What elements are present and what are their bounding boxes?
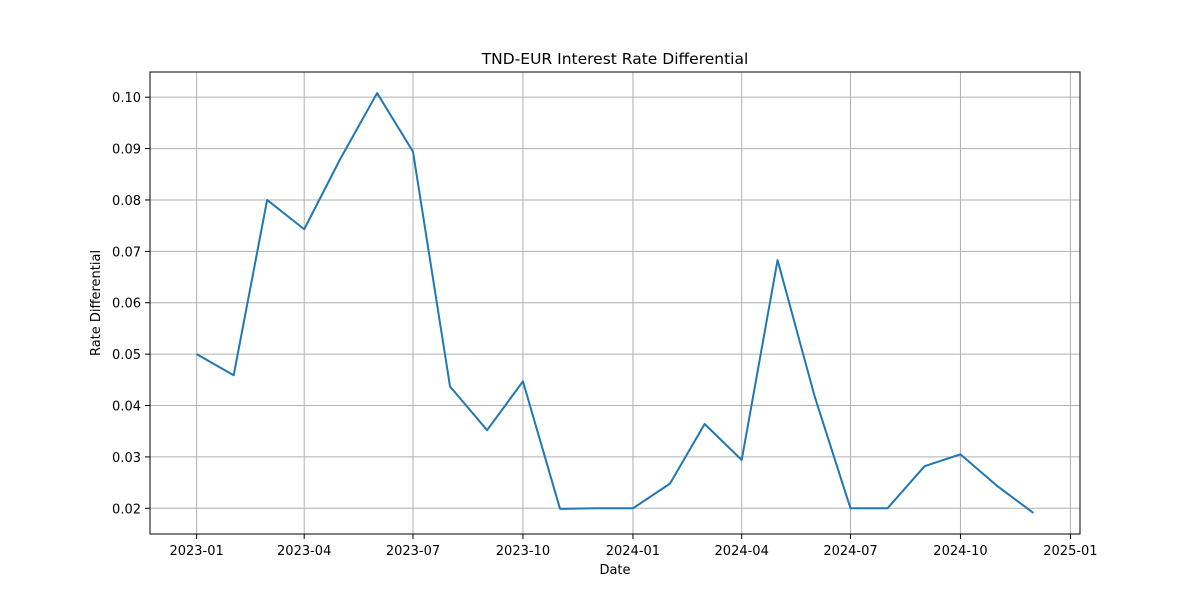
series-line	[196, 92, 1034, 514]
y-tick-label: 0.08	[112, 194, 141, 209]
x-tick-label: 2024-01	[606, 544, 660, 559]
x-tick-label: 2024-04	[715, 544, 769, 559]
y-axis-label: Rate Differential	[89, 250, 104, 356]
y-tick-label: 0.05	[112, 348, 141, 363]
x-tick-label: 2023-01	[169, 544, 223, 559]
x-axis-label: Date	[599, 563, 630, 578]
series-layer	[196, 92, 1034, 514]
y-tick-label: 0.09	[112, 143, 141, 158]
x-tick-label: 2023-10	[496, 544, 550, 559]
x-tick-label: 2025-01	[1043, 544, 1097, 559]
x-tick-label: 2023-04	[277, 544, 331, 559]
grid	[150, 72, 1080, 534]
y-tick-label: 0.02	[112, 502, 141, 517]
y-tick-label: 0.06	[112, 297, 141, 312]
x-tick-label: 2023-07	[386, 544, 440, 559]
y-tick-label: 0.07	[112, 245, 141, 260]
axis-ticks: 2023-01 2023-04 2023-07 2023-10 2024-01 2024-…	[112, 91, 1098, 559]
chart-title: TND-EUR Interest Rate Differential	[481, 50, 749, 68]
y-tick-label: 0.10	[112, 91, 141, 106]
y-tick-label: 0.04	[112, 400, 141, 415]
x-tick-label: 2024-07	[823, 544, 877, 559]
y-tick-label: 0.03	[112, 451, 141, 466]
x-tick-label: 2024-10	[933, 544, 987, 559]
